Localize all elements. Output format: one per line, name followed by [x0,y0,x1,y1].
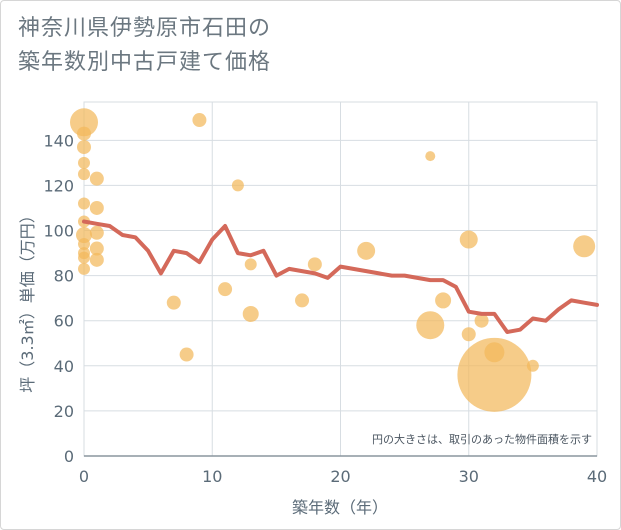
bubble-point [179,347,194,362]
y-tick-label: 20 [54,402,74,421]
bubble-point [76,227,92,244]
bubble-point [307,257,322,272]
y-tick-label: 100 [43,222,74,241]
x-axis-label: 築年数（年） [292,498,388,517]
bubble-point [435,292,452,309]
y-tick-label: 60 [54,312,74,331]
bubble-series [70,108,596,412]
bubble-point [474,313,489,328]
bubble-point [357,241,376,260]
y-tick-label: 0 [64,447,74,466]
y-tick-label: 140 [43,131,74,150]
y-axis-ticks: 0 20 40 60 80 100 120 140 [43,131,74,466]
bubble-point [78,251,90,264]
bubble-point [242,305,259,322]
chart-title: 神奈川県伊勢原市石田の 築年数別中古戸建て価格 [18,12,271,80]
bubble-point [244,258,257,271]
bubble-point [573,235,596,258]
bubble-point [78,156,90,169]
x-tick-label: 0 [79,467,89,486]
x-tick-label: 30 [459,467,479,486]
trend-series [82,219,599,334]
trend-line [82,219,599,334]
y-tick-label: 80 [54,267,74,286]
bubble-point [89,252,104,267]
bubble-point [89,241,104,256]
bubble-point [459,230,478,249]
bubble-point [77,126,91,141]
bubble-point [192,113,207,128]
bubble-point [89,171,104,186]
bubble-point [295,293,310,308]
bubble-point [77,140,91,155]
bubble-point [78,262,90,275]
bubble-point [78,197,90,210]
y-axis-label: 坪（3.3㎡）単価（万円） [18,207,37,392]
bubble-point [231,179,244,192]
bubble-point [89,225,104,240]
y-tick-label: 40 [54,357,74,376]
bubble-point [457,337,532,412]
bubble-point [461,327,476,342]
bubble-point [70,108,98,137]
chart-title-line-1: 神奈川県伊勢原市石田の [18,16,272,41]
bubble-point [526,359,539,372]
bubble-point [78,238,90,251]
bubble-point [416,311,445,340]
x-axis-ticks: 0 10 20 30 40 [79,467,607,486]
bubble-point [425,151,436,162]
bubble-point [89,200,104,215]
bubble-point [166,295,181,310]
bubble-point [218,282,233,297]
y-tick-label: 120 [43,176,74,195]
size-annotation: 円の大きさは、取引のあった物件面積を示す [372,432,592,446]
chart-title-line-2: 築年数別中古戸建て価格 [18,50,272,75]
x-tick-label: 10 [202,467,222,486]
x-tick-label: 20 [330,467,350,486]
bubble-point [484,342,505,363]
x-tick-label: 40 [587,467,607,486]
bubble-point [78,168,90,181]
